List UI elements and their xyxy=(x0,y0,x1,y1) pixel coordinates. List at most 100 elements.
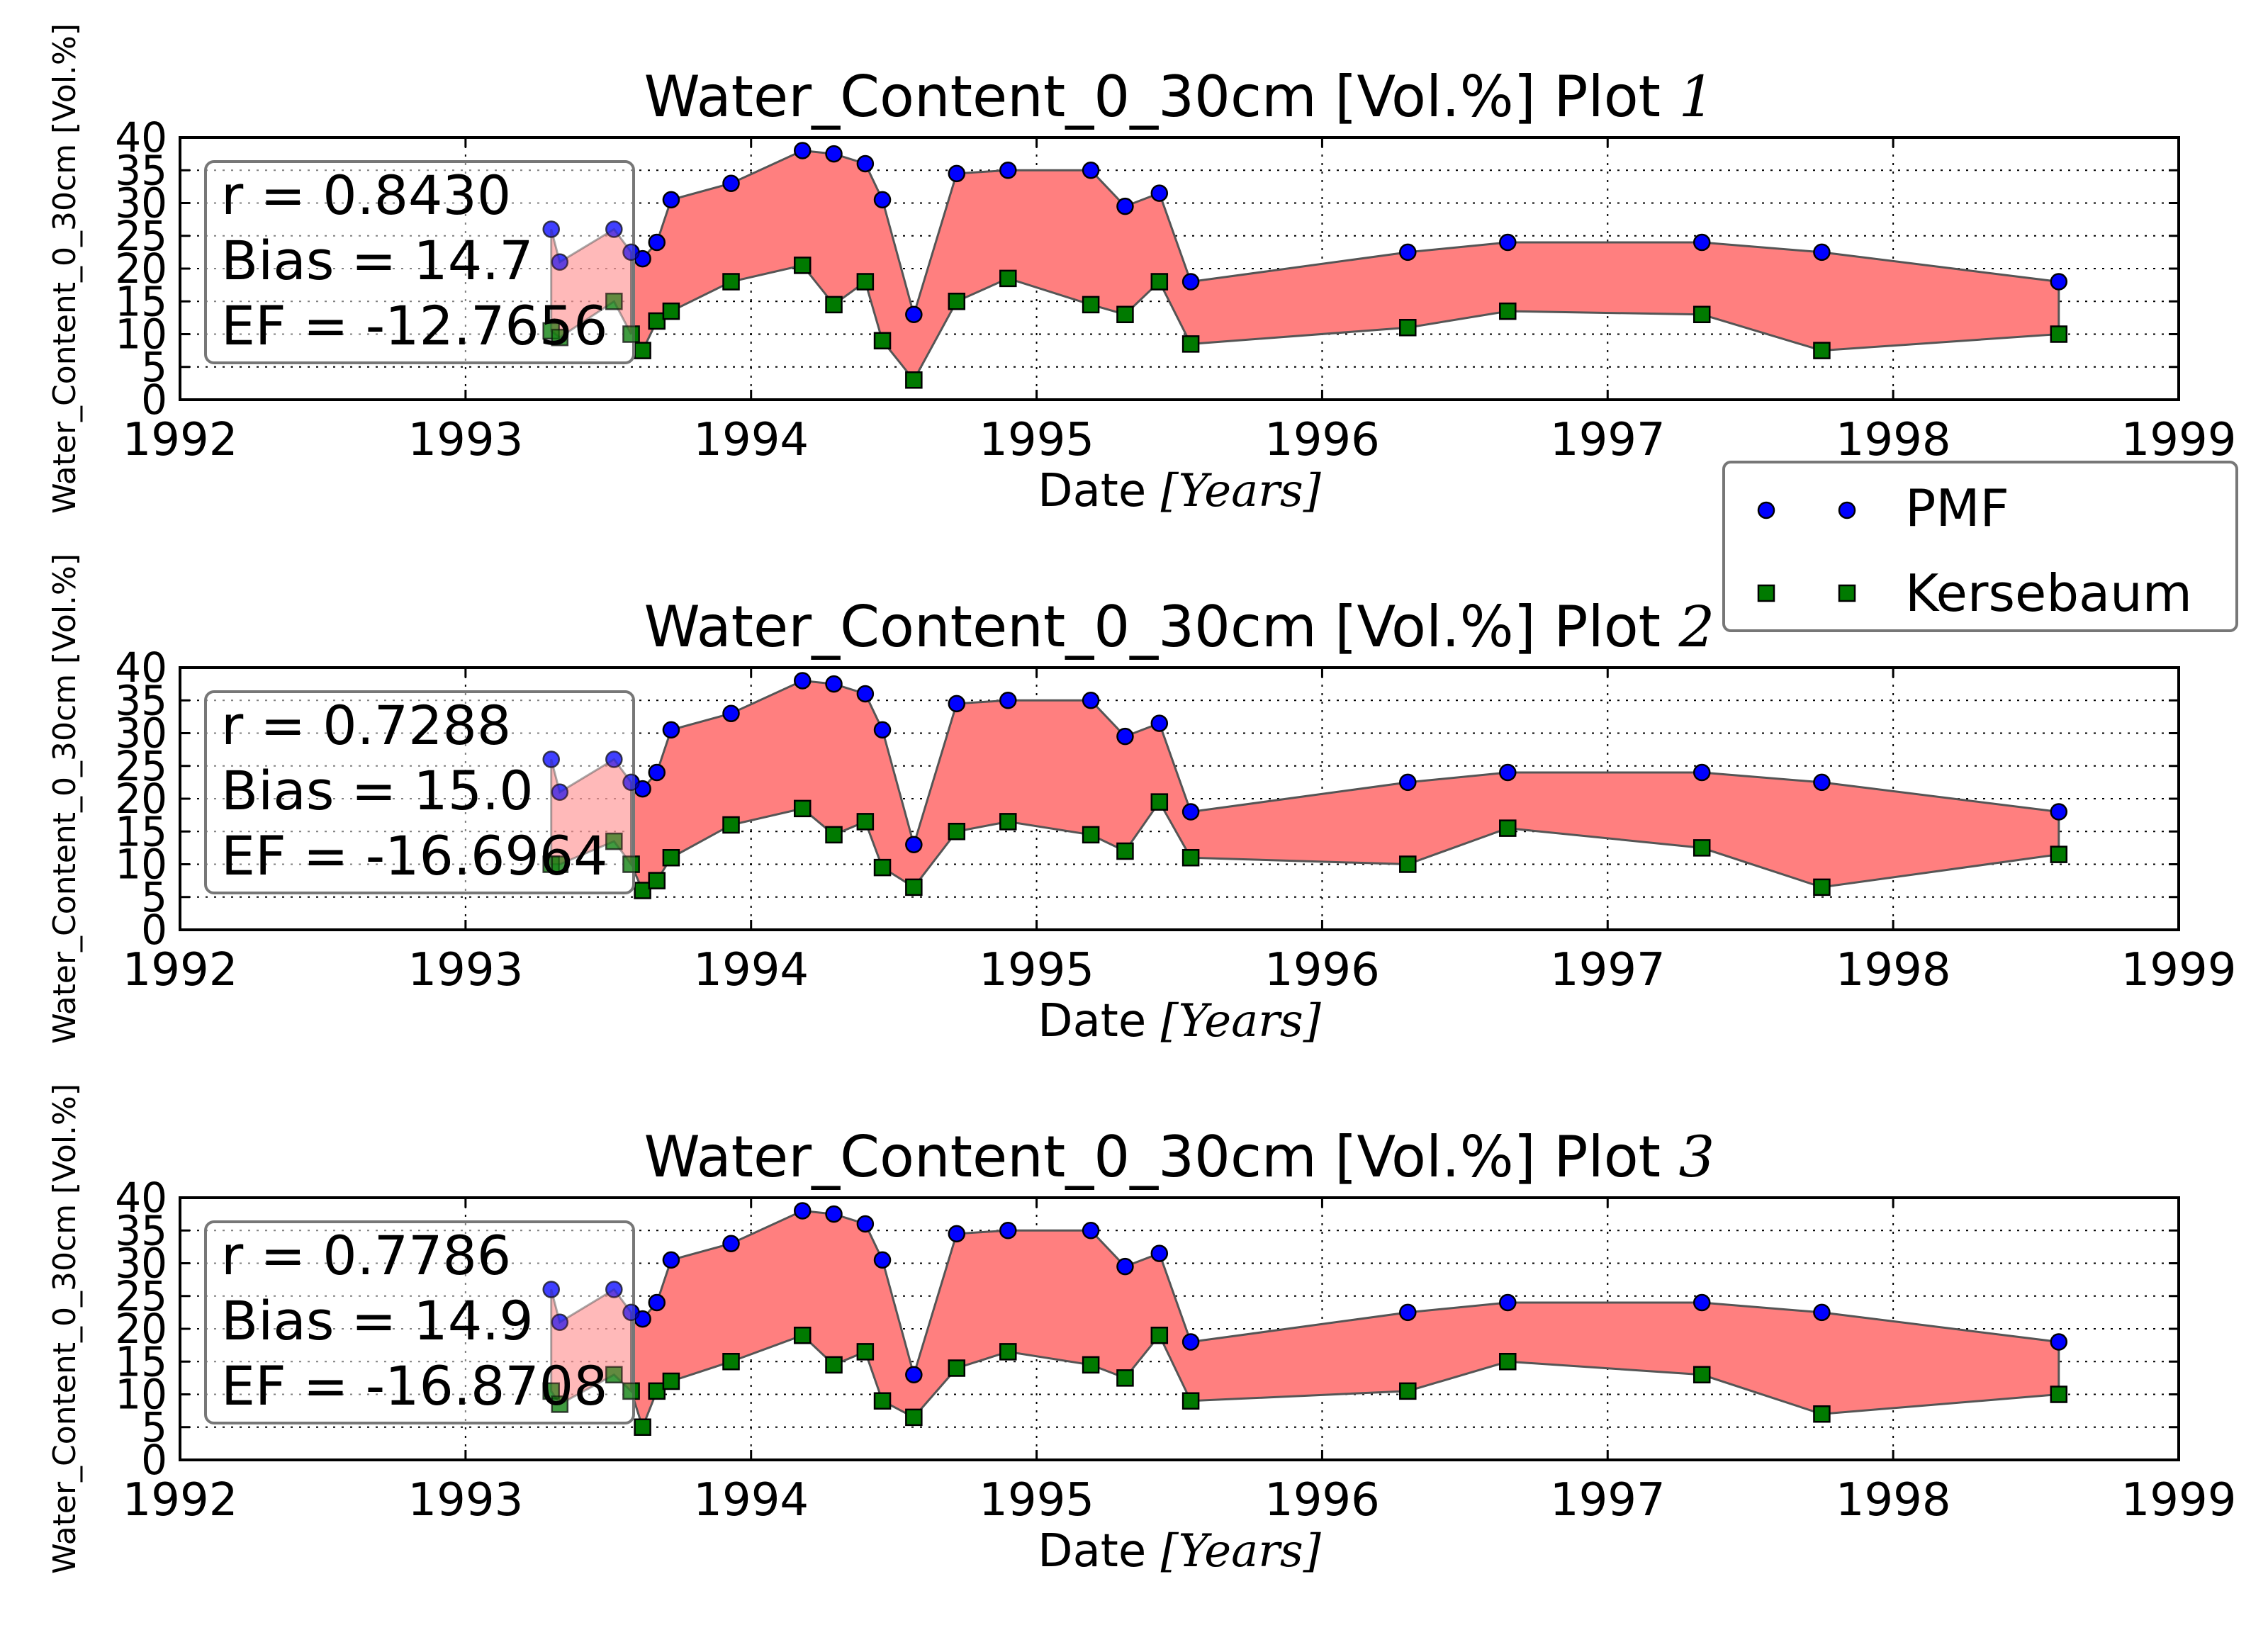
kersebaum-point xyxy=(999,269,1017,288)
x-axis-label-unit: [Years] xyxy=(1161,1525,1322,1578)
x-axis-label-unit: [Years] xyxy=(1161,465,1322,517)
kersebaum-point xyxy=(905,878,923,896)
pmf-point xyxy=(1082,692,1100,709)
kersebaum-point xyxy=(825,826,843,844)
kersebaum-point xyxy=(605,1366,623,1383)
x-tick-label: 1999 xyxy=(2121,1474,2237,1527)
y-tick-label: 15 xyxy=(115,1337,167,1386)
kersebaum-point xyxy=(1150,273,1169,291)
pmf-point xyxy=(1399,773,1417,792)
kersebaum-point xyxy=(1692,305,1711,323)
chart-title: Water_Content_0_30cm [Vol.%] Plot 2 xyxy=(644,594,1715,660)
pmf-point xyxy=(622,1303,640,1322)
pmf-point xyxy=(551,783,569,801)
pmf-point xyxy=(873,721,892,739)
kersebaum-point xyxy=(1499,1353,1517,1371)
kersebaum-point xyxy=(948,823,966,841)
pmf-point xyxy=(1116,197,1134,215)
kersebaum-point xyxy=(793,257,812,274)
pmf-point xyxy=(905,1366,923,1383)
y-axis-label: Water_Content_0_30cm [Vol.%] xyxy=(47,1084,83,1574)
kersebaum-point xyxy=(856,1343,875,1361)
kersebaum-point xyxy=(825,1356,843,1374)
x-tick-label: 1995 xyxy=(979,1474,1094,1527)
x-tick-label: 1998 xyxy=(1836,414,1951,466)
kersebaum-point xyxy=(634,1418,651,1436)
x-tick-label: 1995 xyxy=(979,414,1094,466)
pmf-point xyxy=(873,191,892,209)
kersebaum-point xyxy=(948,1359,966,1377)
y-tick-label: 10 xyxy=(115,1371,167,1419)
kersebaum-point xyxy=(793,1327,812,1344)
kersebaum-point xyxy=(551,1395,569,1413)
stats-box-frame xyxy=(204,1220,635,1424)
kersebaum-point xyxy=(1116,305,1134,323)
kersebaum-point xyxy=(622,1382,640,1400)
x-tick-label: 1997 xyxy=(1550,944,1666,996)
kersebaum-point xyxy=(905,1408,923,1427)
pmf-point xyxy=(1399,243,1417,262)
chart-title-number: 1 xyxy=(1678,64,1714,130)
legend-pmf-marker xyxy=(1757,501,1775,519)
pmf-point xyxy=(722,174,740,192)
y-tick-label: 40 xyxy=(115,1174,167,1222)
kersebaum-point xyxy=(648,312,666,330)
pmf-point xyxy=(856,154,875,173)
kersebaum-point xyxy=(905,371,923,389)
stats-box-frame xyxy=(204,690,635,894)
kersebaum-point xyxy=(1082,826,1100,844)
y-axis-label: Water_Content_0_30cm [Vol.%] xyxy=(47,553,83,1044)
x-axis-label-text: Date xyxy=(1038,465,1160,517)
panels: Water_Content_0_30cm [Vol.%] Plot 1 r = 0… xyxy=(47,23,2236,1578)
y-tick-label: 25 xyxy=(115,1272,167,1320)
kersebaum-point xyxy=(1181,849,1200,867)
y-tick-label: 30 xyxy=(115,709,167,758)
kersebaum-point xyxy=(856,273,875,291)
pmf-point xyxy=(1150,184,1169,202)
x-tick-label: 1992 xyxy=(123,944,238,996)
pmf-point xyxy=(648,763,666,782)
stats-line-1: r = 0.7288 xyxy=(221,694,511,757)
kersebaum-point xyxy=(1082,1356,1100,1374)
legend-kersebaum-marker xyxy=(1838,584,1856,602)
pmf-point xyxy=(1692,1293,1711,1312)
y-axis-label: Water_Content_0_30cm [Vol.%] xyxy=(47,23,83,514)
pmf-point xyxy=(542,751,560,768)
x-tick-label: 1992 xyxy=(123,414,238,466)
y-tick-label: 10 xyxy=(115,841,167,889)
x-tick-label: 1993 xyxy=(408,1474,523,1527)
kersebaum-point xyxy=(1813,342,1831,359)
pmf-point xyxy=(1116,727,1134,746)
pmf-point xyxy=(662,721,680,739)
pmf-point xyxy=(662,191,680,209)
kersebaum-point xyxy=(2050,845,2068,863)
kersebaum-point xyxy=(1150,1327,1169,1344)
pmf-point xyxy=(1150,1244,1169,1262)
kersebaum-point xyxy=(1181,335,1200,353)
legend-pmf-label: PMF xyxy=(1905,478,2009,538)
x-axis: 1992 1993 1994 1995 1996 1997 1998 1999 Date [Ye… xyxy=(123,1198,2237,1578)
kersebaum-point xyxy=(634,342,651,359)
y-tick-label: 10 xyxy=(115,310,167,359)
stats-line-1: r = 0.7786 xyxy=(221,1224,511,1287)
pmf-point xyxy=(1181,1333,1200,1351)
y-tick-label: 40 xyxy=(115,113,167,162)
y-tick-label: 35 xyxy=(115,676,167,724)
x-tick-label: 1993 xyxy=(408,944,523,996)
kersebaum-point xyxy=(1399,319,1417,337)
pmf-point xyxy=(948,695,966,713)
pmf-point xyxy=(825,1205,843,1223)
pmf-point xyxy=(1813,773,1831,792)
kersebaum-point xyxy=(1399,855,1417,873)
pmf-point xyxy=(622,773,640,792)
pmf-point xyxy=(605,1281,623,1298)
kersebaum-point xyxy=(605,832,623,850)
legend-kersebaum-marker xyxy=(1757,584,1775,602)
y-tick-label: 20 xyxy=(115,244,167,293)
chart-title-text: Water_Content_0_30cm [Vol.%] Plot xyxy=(644,1124,1679,1190)
pmf-point xyxy=(1181,803,1200,821)
kersebaum-point xyxy=(648,872,666,889)
